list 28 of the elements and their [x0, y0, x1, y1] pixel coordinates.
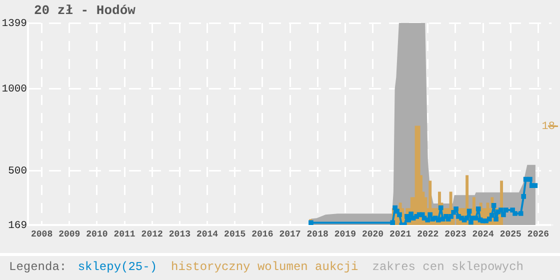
x-tick-label: 2013 — [168, 230, 190, 240]
y-tick-label: 1399 — [2, 18, 27, 30]
x-tick-label: 2010 — [86, 230, 108, 240]
x-tick-label: 2009 — [58, 230, 80, 240]
text: zakres cen sklepowych — [372, 260, 524, 274]
x-tick-label: 2024 — [472, 230, 494, 240]
x-tick-label: 2025 — [500, 230, 522, 240]
text: sklepy(25-) — [78, 260, 158, 274]
x-tick-label: 2008 — [30, 230, 53, 240]
x-tick-label: 2021 — [390, 230, 412, 240]
text: historyczny wolumen aukcji — [171, 260, 358, 274]
x-tick-label: 2011 — [114, 230, 136, 240]
chart-title: 20 zł - Hodów — [34, 3, 136, 18]
y-tick-label: 500 — [8, 165, 27, 178]
x-tick-label: 2017 — [279, 230, 301, 240]
legend-title: Legenda: — [9, 260, 68, 274]
x-tick-label: 2014 — [196, 230, 219, 240]
x-tick-label: 2018 — [306, 230, 328, 240]
x-tick-label: 2022 — [417, 230, 439, 240]
x-tick-label: 2015 — [224, 230, 246, 240]
x-tick-label: 2020 — [362, 230, 384, 240]
x-tick-label: 2023 — [444, 230, 466, 240]
x-tick-label: 2026 — [527, 230, 550, 240]
x-tick-label: 2016 — [252, 230, 274, 240]
x-tick-label: 2012 — [141, 230, 163, 240]
y-tick-label: 169 — [8, 220, 27, 232]
x-tick-label: 2019 — [334, 230, 356, 240]
y-tick-label: 1000 — [2, 83, 27, 96]
